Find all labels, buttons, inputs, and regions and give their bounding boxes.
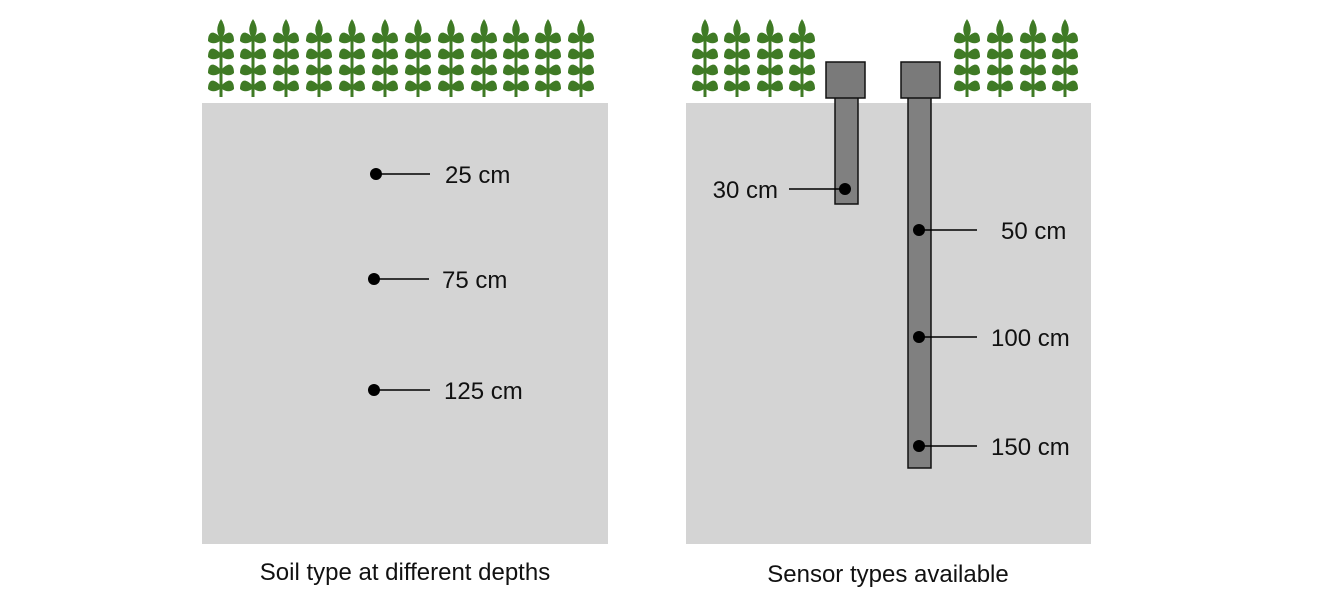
right-panel: 30 cm 50 cm 100 cm 150 cm Sensor types bbox=[686, 17, 1091, 588]
depth-label-150: 150 cm bbox=[991, 434, 1070, 461]
wheat-icon bbox=[370, 17, 400, 99]
wheat-icon bbox=[690, 17, 720, 99]
depth-label-125: 125 cm bbox=[444, 378, 523, 405]
left-panel: 25 cm 75 cm 125 cm Soil type at differen… bbox=[202, 17, 608, 586]
long-sensor-depth-marker-3: 150 cm bbox=[913, 434, 1070, 461]
short-sensor-depth-marker: 30 cm bbox=[713, 177, 851, 204]
depth-label-25: 25 cm bbox=[445, 162, 510, 189]
wheat-icon bbox=[469, 17, 499, 99]
wheat-icon bbox=[403, 17, 433, 99]
wheat-icon bbox=[1018, 17, 1048, 99]
wheat-icon bbox=[533, 17, 563, 99]
left-depth-marker-1: 25 cm bbox=[370, 162, 510, 189]
wheat-icon bbox=[755, 17, 785, 99]
left-soil-block bbox=[202, 103, 608, 544]
wheat-icon bbox=[238, 17, 268, 99]
depth-label-75: 75 cm bbox=[442, 267, 507, 294]
wheat-icon bbox=[304, 17, 334, 99]
long-sensor-cap bbox=[900, 61, 941, 99]
left-wheat-row bbox=[206, 17, 596, 99]
left-depth-marker-3: 125 cm bbox=[368, 378, 523, 405]
right-soil-block bbox=[686, 103, 1091, 544]
long-sensor-depth-marker-1: 50 cm bbox=[913, 218, 1066, 245]
left-caption: Soil type at different depths bbox=[260, 559, 550, 586]
wheat-icon bbox=[722, 17, 752, 99]
short-sensor: 30 cm bbox=[713, 61, 866, 205]
depth-label-100: 100 cm bbox=[991, 325, 1070, 352]
long-sensor: 50 cm 100 cm 150 cm bbox=[900, 61, 1070, 469]
long-sensor-depth-marker-2: 100 cm bbox=[913, 325, 1070, 352]
wheat-icon bbox=[271, 17, 301, 99]
long-sensor-body bbox=[907, 96, 932, 469]
depth-label-30: 30 cm bbox=[713, 177, 778, 204]
depth-label-50: 50 cm bbox=[1001, 218, 1066, 245]
wheat-icon bbox=[985, 17, 1015, 99]
wheat-icon bbox=[206, 17, 236, 99]
wheat-icon bbox=[566, 17, 596, 99]
wheat-icon bbox=[436, 17, 466, 99]
right-wheat-row bbox=[690, 17, 1080, 99]
left-depth-marker-2: 75 cm bbox=[368, 267, 507, 294]
wheat-icon bbox=[787, 17, 817, 99]
wheat-icon bbox=[501, 17, 531, 99]
short-sensor-cap bbox=[825, 61, 866, 99]
wheat-icon bbox=[952, 17, 982, 99]
wheat-icon bbox=[337, 17, 367, 99]
wheat-icon bbox=[1050, 17, 1080, 99]
right-caption: Sensor types available bbox=[767, 561, 1008, 588]
